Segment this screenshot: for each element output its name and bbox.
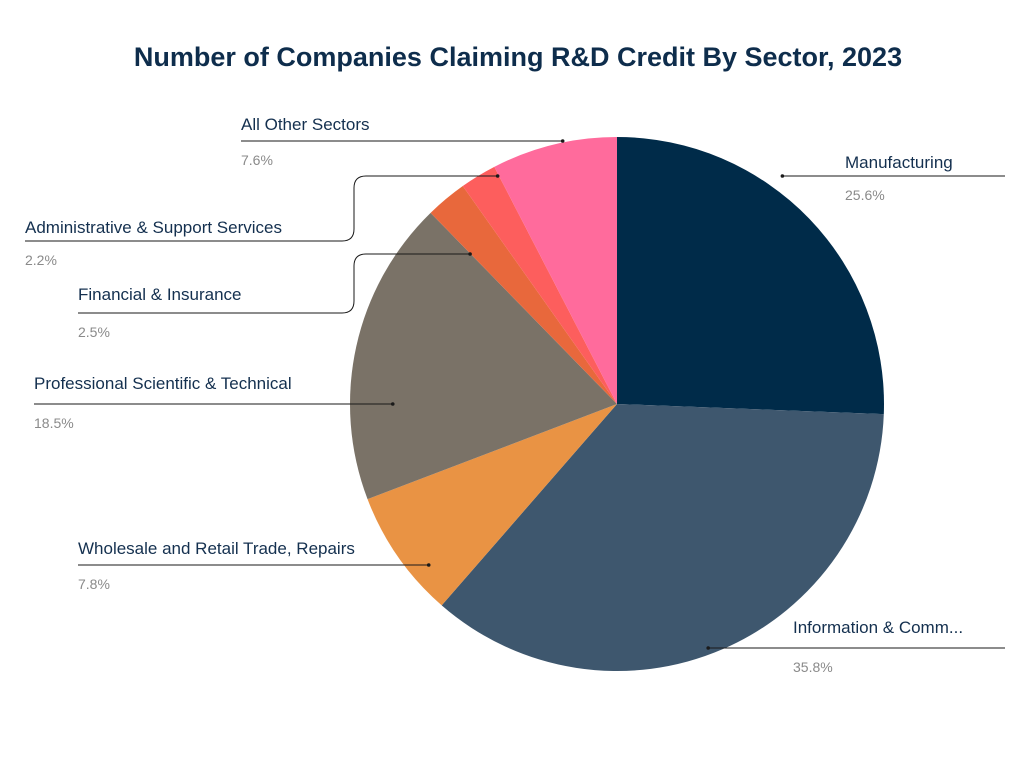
pie-slice: [462, 166, 617, 404]
pie-slice: [441, 404, 884, 671]
leader-dot: [468, 252, 472, 256]
slice-percentage: 2.5%: [78, 324, 110, 340]
leader-dot: [706, 646, 710, 650]
slice-callout: Wholesale and Retail Trade, Repairs 7.8%: [78, 539, 431, 592]
slice-callout: Financial & Insurance 2.5%: [78, 252, 472, 340]
slice-callout: Administrative & Support Services 2.2%: [25, 174, 500, 268]
leader-dot: [390, 402, 395, 406]
slice-label: Financial & Insurance: [78, 285, 241, 304]
slice-percentage: 7.6%: [241, 152, 273, 168]
slice-callout: Manufacturing 25.6%: [780, 153, 1005, 203]
slice-label: Administrative & Support Services: [25, 218, 282, 237]
pie-labels: Manufacturing 25.6% Information & Comm... 3…: [25, 115, 1005, 675]
slice-callout: All Other Sectors 7.6%: [241, 115, 565, 168]
leader-dot: [426, 563, 431, 567]
pie-slice: [367, 404, 617, 606]
slice-percentage: 18.5%: [34, 415, 74, 431]
slice-label: Manufacturing: [845, 153, 953, 172]
slice-callout: Professional Scientific & Technical 18.5%: [34, 374, 395, 431]
slice-percentage: 25.6%: [845, 187, 885, 203]
pie-slices: [350, 137, 885, 671]
leader-dot: [560, 139, 565, 143]
leader-line: [25, 175, 498, 242]
slice-percentage: 2.2%: [25, 252, 57, 268]
slice-callout: Information & Comm... 35.8%: [706, 618, 1005, 675]
pie-slice: [430, 186, 617, 404]
pie-slice: [617, 137, 885, 415]
chart-title: Number of Companies Claiming R&D Credit …: [134, 42, 902, 72]
leader-dot: [780, 174, 785, 178]
pie-slice: [494, 137, 617, 404]
leader-dot: [495, 174, 500, 178]
slice-percentage: 7.8%: [78, 576, 110, 592]
slice-label: All Other Sectors: [241, 115, 370, 134]
slice-percentage: 35.8%: [793, 659, 833, 675]
pie-slice: [350, 212, 617, 500]
slice-label: Wholesale and Retail Trade, Repairs: [78, 539, 355, 558]
slice-label: Information & Comm...: [793, 618, 963, 637]
leader-line: [78, 253, 471, 314]
slice-label: Professional Scientific & Technical: [34, 374, 292, 393]
